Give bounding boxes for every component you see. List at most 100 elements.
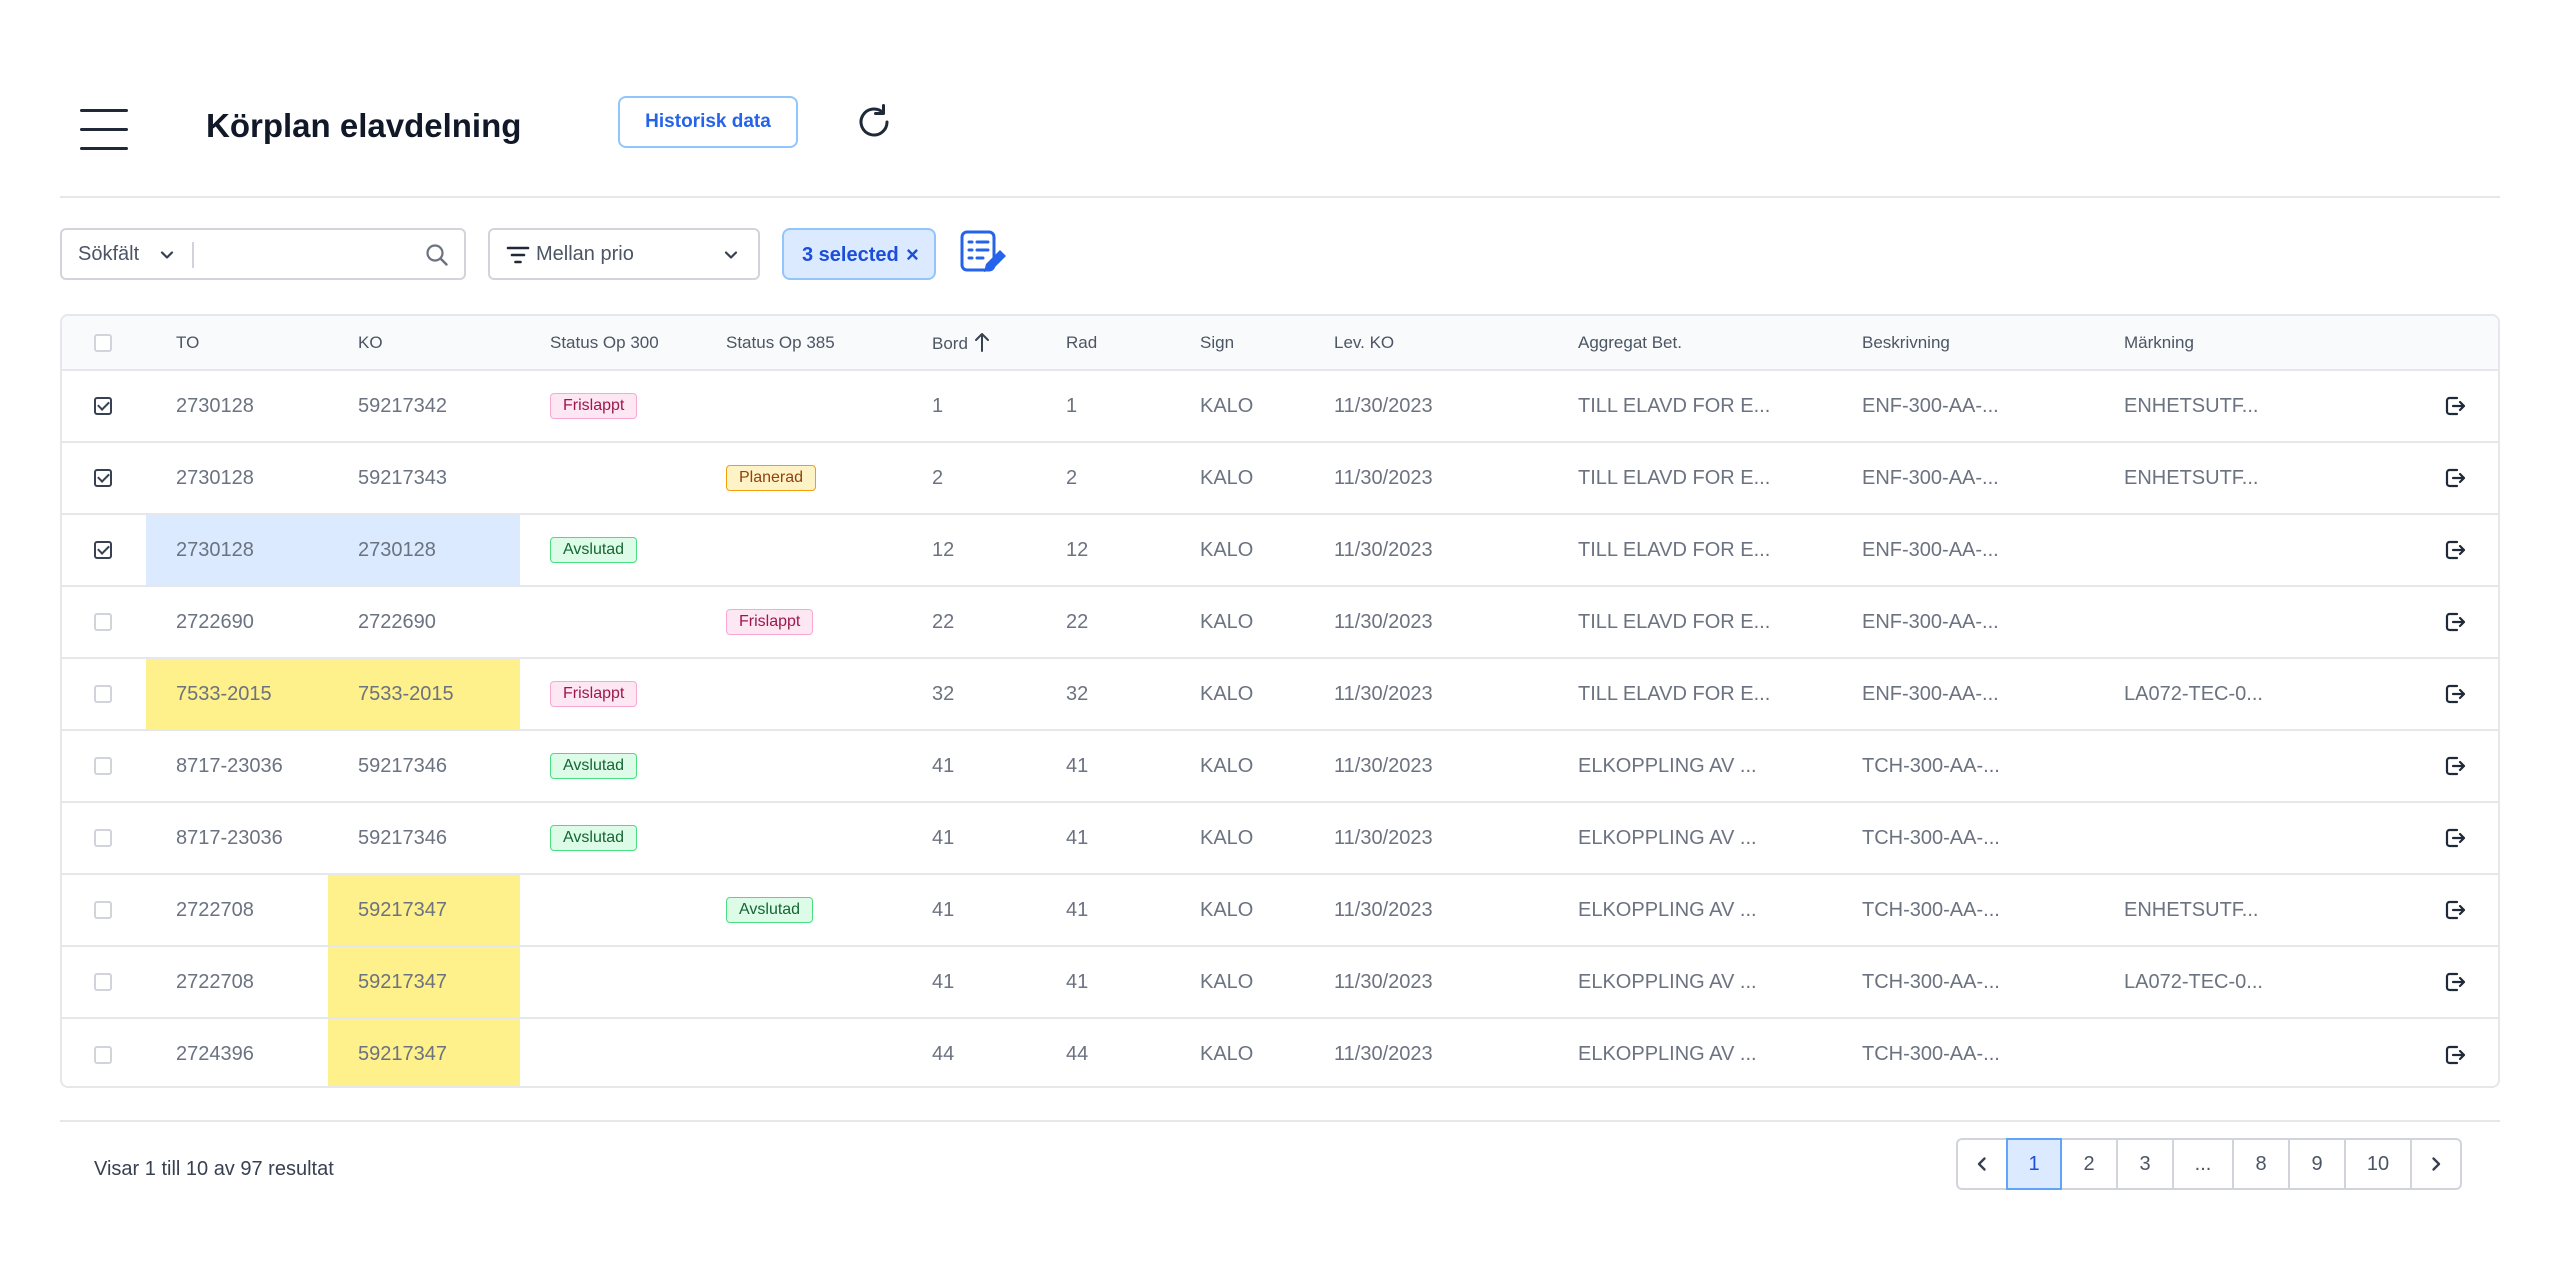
cell-sign: KALO <box>1200 970 1254 993</box>
table-row[interactable]: 2722690 2722690 Frislappt 22 22 KALO 11/30/202… <box>62 586 2498 658</box>
historisk-data-button[interactable]: Historisk data <box>618 96 798 148</box>
cell-aggregat: ELKOPPLING AV ... <box>1578 826 1757 849</box>
page-button-3[interactable]: 3 <box>2116 1138 2174 1190</box>
column-header-aggregat[interactable]: Aggregat Bet. <box>1578 332 1682 352</box>
cell-status300: Avslutad <box>520 730 726 802</box>
row-checkbox[interactable] <box>94 1045 112 1064</box>
page-ellipsis: ... <box>2172 1138 2234 1190</box>
row-select-cell <box>62 874 146 946</box>
row-checkbox[interactable] <box>94 829 112 848</box>
open-external-icon[interactable] <box>2444 467 2466 489</box>
page-button-8[interactable]: 8 <box>2232 1138 2290 1190</box>
open-external-icon[interactable] <box>2444 395 2466 417</box>
table-row[interactable]: 2722708 59217347 Avslutad 41 41 KALO 11/30/202… <box>62 874 2498 946</box>
refresh-icon[interactable] <box>852 100 896 144</box>
cell-markning <box>2124 1018 2360 1086</box>
row-checkbox[interactable] <box>94 469 112 488</box>
search-field-dropdown[interactable]: Sökfält <box>62 230 192 278</box>
page-button-2[interactable]: 2 <box>2060 1138 2118 1190</box>
cell-bord: 22 <box>932 610 955 633</box>
column-header-markning[interactable]: Märkning <box>2124 332 2194 352</box>
cell-levko: 11/30/2023 <box>1334 754 1433 777</box>
clear-selection-icon[interactable]: × <box>906 242 919 267</box>
row-action-cell <box>2360 730 2498 802</box>
column-header-beskrivning[interactable]: Beskrivning <box>1862 332 1950 352</box>
cell-beskrivning: ENF-300-AA-... <box>1862 538 1999 561</box>
cell-sign: KALO <box>1200 826 1254 849</box>
table-row[interactable]: 8717-23036 59217346 Avslutad 41 41 KALO 11/30/… <box>62 802 2498 874</box>
search-group: Sökfält <box>60 228 466 280</box>
cell-status300 <box>520 1018 726 1086</box>
search-input[interactable] <box>202 236 416 274</box>
row-checkbox[interactable] <box>94 613 112 632</box>
table-row[interactable]: 2730128 2730128 Avslutad 12 12 KALO 11/30/2023… <box>62 514 2498 586</box>
cell-rad: 2 <box>1066 466 1078 489</box>
open-external-icon[interactable] <box>2444 611 2466 633</box>
cell-status300: Frislappt <box>520 370 726 442</box>
column-header-status300[interactable]: Status Op 300 <box>550 332 659 352</box>
row-checkbox[interactable] <box>94 757 112 776</box>
chevron-down-icon <box>160 251 174 259</box>
open-external-icon[interactable] <box>2444 755 2466 777</box>
page-header: Körplan elavdelning Historisk data <box>60 92 2500 198</box>
row-checkbox[interactable] <box>94 397 112 416</box>
row-checkbox[interactable] <box>94 541 112 560</box>
table-row[interactable]: 2730128 59217343 Planerad 2 2 KALO 11/30/2023 T… <box>62 442 2498 514</box>
column-header-ko[interactable]: KO <box>358 332 383 352</box>
open-external-icon[interactable] <box>2444 899 2466 921</box>
cell-beskrivning: TCH-300-AA-... <box>1862 754 2000 777</box>
cell-sign: KALO <box>1200 610 1254 633</box>
row-checkbox[interactable] <box>94 973 112 992</box>
page-button-9[interactable]: 9 <box>2288 1138 2346 1190</box>
row-checkbox[interactable] <box>94 901 112 920</box>
column-header-to[interactable]: TO <box>176 332 200 352</box>
list-edit-icon[interactable] <box>958 228 1006 278</box>
table-row[interactable]: 2722708 59217347 41 41 KALO 11/30/2023 ELKOPPL… <box>62 946 2498 1018</box>
previous-page-button[interactable] <box>1956 1138 2008 1190</box>
column-header-levko[interactable]: Lev. KO <box>1334 332 1395 352</box>
filter-icon <box>506 246 530 264</box>
cell-markning <box>2124 514 2360 586</box>
open-external-icon[interactable] <box>2444 683 2466 705</box>
cell-levko: 11/30/2023 <box>1334 610 1433 633</box>
hamburger-menu-icon[interactable] <box>80 100 128 150</box>
page-button-10[interactable]: 10 <box>2344 1138 2412 1190</box>
cell-bord: 41 <box>932 754 955 777</box>
row-checkbox[interactable] <box>94 685 112 704</box>
next-page-button[interactable] <box>2410 1138 2462 1190</box>
cell-status385: Avslutad <box>726 874 932 946</box>
select-all-cell <box>62 316 146 370</box>
cell-status300: Frislappt <box>520 658 726 730</box>
row-action-cell <box>2360 514 2498 586</box>
column-header-bord-label: Bord <box>932 334 968 353</box>
table-row[interactable]: 2724396 59217347 44 44 KALO 11/30/2023 ELKOPPL… <box>62 1018 2498 1086</box>
open-external-icon[interactable] <box>2444 971 2466 993</box>
select-all-checkbox[interactable] <box>94 334 112 353</box>
data-table: TO KO Status Op 300 Status Op 385 Bord R… <box>60 314 2500 1088</box>
cell-ko: 2730128 <box>328 514 520 586</box>
cell-markning <box>2124 802 2360 874</box>
column-header-sign[interactable]: Sign <box>1200 332 1235 352</box>
cell-status385: Planerad <box>726 442 932 514</box>
cell-rad: 44 <box>1066 1043 1089 1065</box>
cell-levko: 11/30/2023 <box>1334 394 1433 417</box>
cell-to: 2730128 <box>176 466 254 489</box>
selected-count-chip[interactable]: 3 selected × <box>782 228 936 280</box>
search-icon[interactable] <box>424 242 450 268</box>
status-badge: Frislappt <box>726 609 814 635</box>
column-header-rad[interactable]: Rad <box>1066 332 1098 352</box>
column-header-status385[interactable]: Status Op 385 <box>726 332 835 352</box>
page-button-1[interactable]: 1 <box>2006 1138 2062 1190</box>
status-badge: Frislappt <box>550 393 638 419</box>
column-header-bord[interactable]: Bord <box>932 316 1066 370</box>
table-row[interactable]: 8717-23036 59217346 Avslutad 41 41 KALO 11/30/… <box>62 730 2498 802</box>
priority-dropdown[interactable]: Mellan prio <box>488 228 760 280</box>
table-row[interactable]: 7533-2015 7533-2015 Frislappt 32 32 KALO 11/30… <box>62 658 2498 730</box>
table-row[interactable]: 2730128 59217342 Frislappt 1 1 KALO 11/30/2023… <box>62 370 2498 442</box>
cell-rad: 32 <box>1066 682 1089 705</box>
open-external-icon[interactable] <box>2444 539 2466 561</box>
open-external-icon[interactable] <box>2444 1044 2466 1066</box>
open-external-icon[interactable] <box>2444 827 2466 849</box>
sort-ascending-icon[interactable] <box>974 331 990 353</box>
cell-ko: 2722690 <box>358 610 436 633</box>
